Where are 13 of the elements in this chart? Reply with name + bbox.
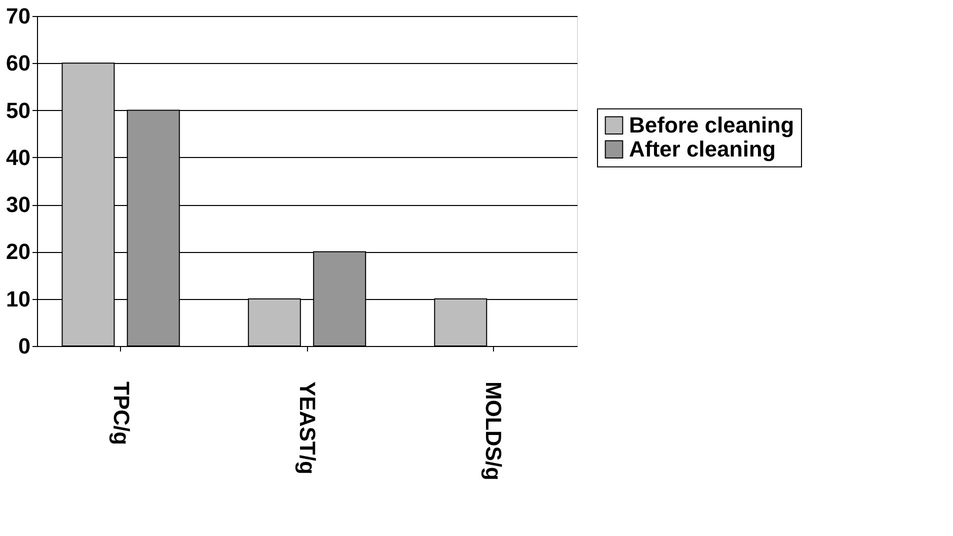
y-tick-label: 0 — [18, 334, 30, 358]
y-tick-label: 70 — [6, 4, 30, 28]
y-tick-label: 60 — [6, 50, 30, 76]
x-tick-label: MOLDS/g — [481, 382, 506, 480]
y-tick-label: 10 — [6, 286, 30, 312]
y-tick-label: 20 — [6, 239, 30, 264]
x-tick-label: YEAST/g — [295, 382, 320, 474]
x-tick-label: TPC/g — [108, 382, 134, 446]
y-tick-label: 30 — [6, 192, 30, 218]
y-tick-label: 50 — [6, 98, 30, 123]
y-tick-label: 40 — [6, 144, 30, 170]
legend-label: Before cleaning — [629, 112, 794, 138]
legend-label: After cleaning — [629, 136, 776, 162]
